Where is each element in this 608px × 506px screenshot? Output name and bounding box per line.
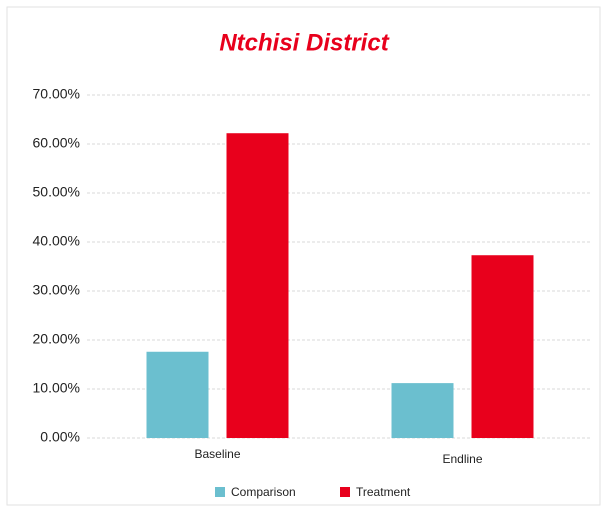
legend-swatch (340, 487, 350, 497)
y-tick-label: 0.00% (40, 429, 80, 445)
x-tick-label: Endline (442, 452, 482, 466)
y-tick-label: 70.00% (33, 86, 80, 102)
y-tick-label: 20.00% (33, 331, 80, 347)
bar (471, 255, 534, 438)
legend-label: Treatment (356, 485, 411, 499)
y-tick-label: 30.00% (33, 282, 80, 298)
y-tick-label: 10.00% (33, 380, 80, 396)
legend-swatch (215, 487, 225, 497)
bar (226, 133, 289, 438)
chart-title: Ntchisi District (219, 29, 389, 56)
y-tick-label: 50.00% (33, 184, 80, 200)
x-tick-label: Baseline (194, 447, 240, 461)
bar (391, 383, 454, 438)
bar (146, 351, 209, 438)
y-tick-label: 60.00% (33, 135, 80, 151)
legend-label: Comparison (231, 485, 296, 499)
y-tick-label: 40.00% (33, 233, 80, 249)
